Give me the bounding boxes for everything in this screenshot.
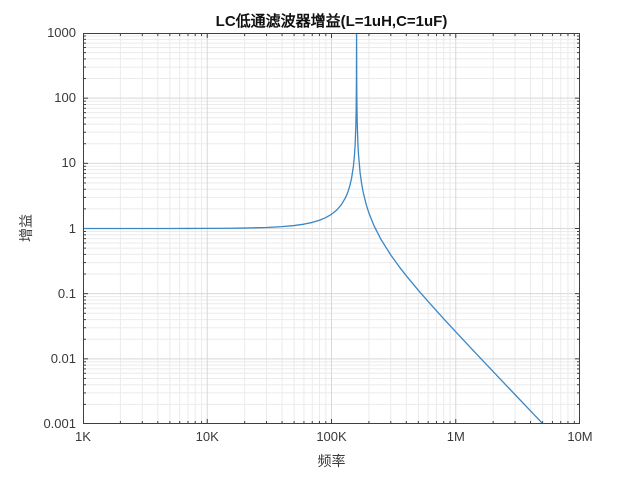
x-tick-label: 1K: [75, 429, 91, 444]
gain-curve: [83, 33, 544, 424]
y-tick-label: 0.1: [57, 285, 76, 301]
axes-box: [83, 33, 580, 424]
x-tick-label: 1M: [446, 429, 465, 444]
y-tick-label: 10: [61, 155, 76, 171]
x-axis-label: 频率: [317, 453, 346, 469]
y-tick-label: 0.001: [43, 416, 76, 431]
chart-title: LC低通滤波器增益(L=1uH,C=1uF): [215, 13, 448, 30]
x-tick-label: 10M: [567, 429, 593, 444]
x-tick-label: 100K: [316, 429, 347, 444]
y-tick-label: 100: [54, 90, 76, 106]
grid-major: [83, 33, 580, 424]
y-tick-label: 1000: [47, 25, 76, 40]
y-tick-label: 1: [68, 220, 76, 236]
x-tick-label: 10K: [195, 429, 219, 444]
y-tick-label: 0.01: [50, 350, 76, 366]
plot-area: [83, 33, 580, 424]
